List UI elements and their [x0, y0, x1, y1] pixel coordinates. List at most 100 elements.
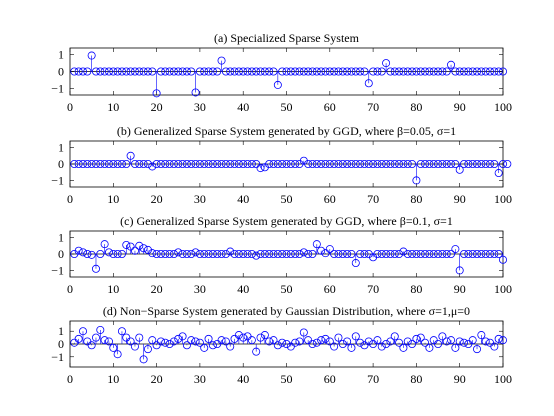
stem-marker: [204, 334, 213, 343]
x-tick-label: 100: [494, 100, 512, 114]
stem-marker: [295, 67, 304, 76]
stem-marker: [395, 338, 404, 347]
stem-marker: [325, 67, 334, 76]
stem-marker: [343, 159, 352, 168]
x-tick-label: 80: [410, 372, 422, 386]
stem-marker: [195, 159, 204, 168]
stem-marker: [130, 342, 139, 351]
stem-marker: [208, 159, 217, 168]
stem-marker: [416, 67, 425, 76]
stem-marker: [308, 159, 317, 168]
stem-marker: [455, 67, 464, 76]
stem-marker: [412, 249, 421, 258]
stem-marker: [464, 67, 473, 76]
stem-marker: [304, 159, 313, 168]
stem-marker: [74, 159, 83, 168]
x-tick-label: 100: [494, 372, 512, 386]
stem-marker: [425, 249, 434, 258]
stem-marker: [256, 164, 265, 173]
stem-marker: [490, 342, 499, 351]
stem-marker: [165, 339, 174, 348]
stem-marker: [438, 249, 447, 258]
panel-title: (a) Specialized Sparse System: [214, 31, 360, 45]
stem-marker: [334, 159, 343, 168]
stem-marker: [490, 67, 499, 76]
stem-marker: [460, 338, 469, 347]
stem-marker: [382, 249, 391, 258]
stem-marker: [373, 249, 382, 258]
x-tick-label: 60: [324, 192, 336, 206]
stem-marker: [104, 159, 113, 168]
stem-marker: [364, 159, 373, 168]
stem-marker: [182, 67, 191, 76]
stem-marker: [234, 331, 243, 340]
stem-marker: [148, 162, 157, 171]
panel-title: (b) Generalized Sparse System generated …: [117, 124, 456, 138]
stem-marker: [200, 67, 209, 76]
stem-marker: [451, 245, 460, 254]
stem-marker: [213, 159, 222, 168]
x-tick-label: 60: [324, 100, 336, 114]
stem-marker: [447, 249, 456, 258]
stem-marker: [286, 249, 295, 258]
stem-marker: [321, 249, 330, 258]
stem-marker: [408, 339, 417, 348]
stem-marker: [174, 67, 183, 76]
stem-marker: [429, 67, 438, 76]
stem-marker: [356, 338, 365, 347]
stem-marker: [226, 67, 235, 76]
stem-marker: [226, 342, 235, 351]
stem-marker: [113, 67, 122, 76]
stem-marker: [174, 159, 183, 168]
stem-marker: [408, 249, 417, 258]
stem-marker: [286, 159, 295, 168]
stem-marker: [265, 159, 274, 168]
stem-marker: [169, 159, 178, 168]
stem-marker: [256, 249, 265, 258]
y-tick-label: −1: [51, 350, 64, 364]
stem-marker: [317, 246, 326, 255]
stem-marker: [364, 79, 373, 88]
stem-marker: [217, 159, 226, 168]
stem-marker: [217, 249, 226, 258]
stem-marker: [83, 159, 92, 168]
stem-marker: [265, 337, 274, 346]
stem-marker: [299, 67, 308, 76]
stem-marker: [87, 341, 96, 350]
stem-marker: [498, 159, 507, 168]
stem-marker: [191, 248, 200, 257]
stem-marker: [412, 176, 421, 185]
y-tick-label: −1: [51, 173, 64, 187]
stem-marker: [351, 67, 360, 76]
x-tick-label: 90: [454, 282, 466, 296]
stem-marker: [321, 334, 330, 343]
stem-marker: [369, 159, 378, 168]
stem-marker: [109, 343, 118, 352]
stem-marker: [100, 67, 109, 76]
x-tick-label: 60: [324, 372, 336, 386]
stem-marker: [412, 334, 421, 343]
stem-marker: [399, 159, 408, 168]
x-tick-label: 30: [194, 282, 206, 296]
stem-marker: [278, 67, 287, 76]
stem-marker: [286, 67, 295, 76]
stem-marker: [221, 249, 230, 258]
stem-marker: [139, 67, 148, 76]
stem-marker: [434, 249, 443, 258]
stem-marker: [429, 159, 438, 168]
stem-marker: [87, 51, 96, 60]
x-tick-label: 90: [454, 100, 466, 114]
stem-marker: [338, 339, 347, 348]
x-tick-label: 0: [67, 192, 73, 206]
x-tick-label: 50: [281, 282, 293, 296]
stem-marker: [291, 159, 300, 168]
stem-marker: [87, 250, 96, 259]
x-tick-label: 90: [454, 192, 466, 206]
stem-marker: [70, 67, 79, 76]
x-tick-label: 30: [194, 372, 206, 386]
stem-marker: [74, 334, 83, 343]
stem-marker: [304, 249, 313, 258]
stem-marker: [117, 67, 126, 76]
stem-marker: [382, 159, 391, 168]
stem-marker: [100, 240, 109, 249]
